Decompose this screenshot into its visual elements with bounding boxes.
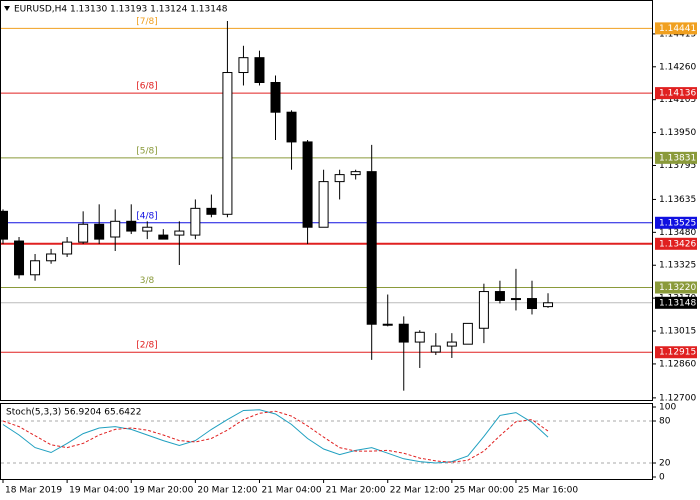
candle-body [430,345,441,353]
level-price-box [655,346,697,359]
candle-body [142,226,153,232]
candle-body [254,57,265,83]
level-price: 1.12915 [659,348,696,358]
stoch-tick-label: 0 [659,473,665,483]
level-price: 1.13220 [659,283,696,293]
candle-body [350,171,361,176]
candle-body [543,302,554,308]
price-box [655,296,697,309]
x-tick-label: 19 Mar 20:00 [133,486,193,496]
candle-body [366,171,377,325]
level-name: [2/8] [136,341,158,351]
candle-body [414,331,425,343]
level-price: 1.13525 [659,218,696,228]
candle-body [78,223,89,243]
level-price-box [655,87,697,100]
y-tick-label: 1.13635 [659,195,696,205]
y-tick-label: 1.13015 [659,327,696,337]
level-price-box [655,216,697,229]
y-tick-label: 1.12700 [659,393,696,403]
candle-body [30,260,41,276]
level-price-box [655,281,697,294]
y-tick-label: 1.13795 [659,161,696,171]
candle-body [206,207,217,215]
price-label: 1.13148 [659,298,696,308]
y-tick-label: 1.12860 [659,359,696,369]
y-tick-label: 1.14105 [659,95,696,105]
stoch-tick-label: 20 [659,459,671,469]
level-name: [6/8] [136,82,158,92]
y-tick-label: 1.14260 [659,62,696,72]
candle-body [318,181,329,228]
candle-body [110,220,121,238]
y-tick-label: 1.13480 [659,228,696,238]
x-tick-label: 21 Mar 20:00 [326,486,386,496]
level-price: 1.14136 [659,89,696,99]
candle-body [46,253,57,262]
x-tick-label: 22 Mar 12:00 [390,486,450,496]
x-tick-label: 21 Mar 04:00 [261,486,321,496]
x-tick-label: 18 Mar 2019 [5,486,62,496]
level-name: [5/8] [136,146,158,156]
stoch-line [2,409,549,464]
candle-body [478,291,489,329]
candle-body [62,241,73,255]
level-price: 1.14441 [659,24,696,34]
candle-body [174,230,185,236]
level-price: 1.13831 [659,153,696,163]
candle-body [94,223,105,240]
level-price: 1.13426 [659,239,696,249]
x-tick-label: 19 Mar 04:00 [69,486,129,496]
candle-body [510,298,521,301]
y-tick-label: 1.13950 [659,128,696,138]
candle-body [190,207,201,236]
y-tick-label: 1.13325 [659,261,696,271]
level-name: [7/8] [136,17,158,27]
candle-body [270,81,281,113]
candle-body [462,322,473,345]
x-tick-label: 25 Mar 00:00 [454,486,514,496]
candle-body [286,111,297,143]
main-frame [0,0,653,401]
level-name: [4/8] [136,211,158,221]
candle-body [302,141,313,228]
stoch-line [2,410,549,463]
candle-body [446,341,457,347]
level-price-box [655,22,697,35]
candle-body [238,57,249,74]
stoch-tick-label: 100 [659,403,676,413]
candle-body [398,323,409,343]
candle-body [334,174,345,183]
candle-body [382,323,393,326]
candle-body [14,240,25,276]
candle-body [494,291,505,301]
chart-title: EURUSD,H4 1.13130 1.13193 1.13124 1.1314… [14,5,228,15]
candle-body [0,210,8,240]
candle-body [526,298,537,310]
level-price-box [655,237,697,250]
x-tick-label: 20 Mar 12:00 [197,486,257,496]
level-price-box [655,151,697,164]
stoch-frame [0,403,653,480]
candle-body [126,220,137,232]
stoch-tick-label: 80 [659,417,671,427]
candle-body [222,72,233,215]
stoch-title: Stoch(5,3,3) 56.9204 65.6422 [6,408,141,418]
candle-body [158,234,169,240]
menu-icon [4,6,10,11]
y-tick-label: 1.14415 [659,29,696,39]
x-tick-label: 25 Mar 16:00 [518,486,578,496]
level-name: 3/8 [140,276,155,286]
